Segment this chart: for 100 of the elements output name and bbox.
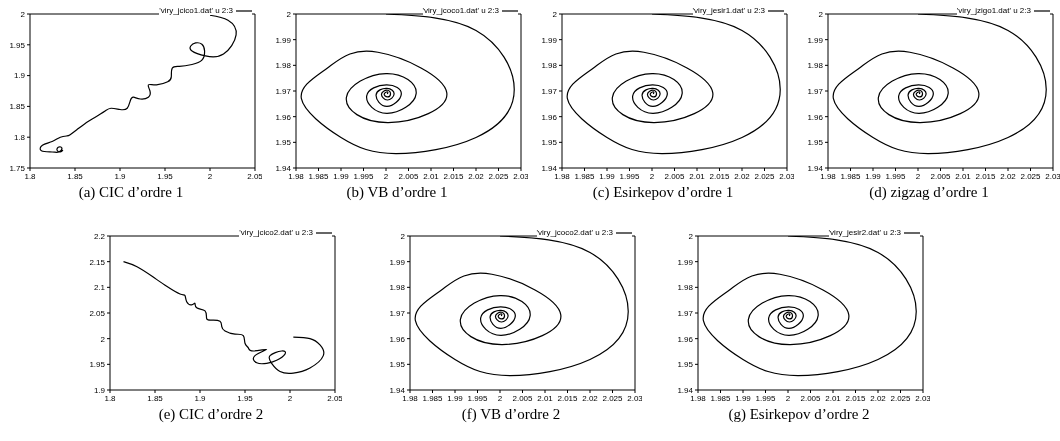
x-tick-label: 2.025 (754, 171, 776, 181)
x-tick-label: 2.025 (488, 171, 510, 181)
y-tick-label: 1.98 (275, 61, 292, 71)
y-tick-label: 1.98 (541, 61, 558, 71)
x-tick-label: 2.01 (825, 393, 842, 403)
y-tick-label: 2 (100, 334, 106, 344)
legend-label: 'viry_jzigo1.dat' u 2:3 (956, 6, 1031, 15)
text: (c) Esirkepov d’ordre 1 (591, 184, 735, 201)
y-tick-label: 1.94 (275, 163, 292, 173)
x-tick-label: 1.995 (353, 171, 375, 181)
x-tick-label: 2.03 (779, 171, 796, 181)
x-tick-label: 2.015 (557, 393, 579, 403)
x-tick-label: 1.9 (114, 171, 127, 181)
x-tick-label: 2.05 (327, 393, 344, 403)
y-tick-label: 2.2 (93, 231, 106, 241)
x-tick-label: 2.02 (1000, 171, 1017, 181)
x-tick-label: 2 (207, 171, 213, 181)
x-tick-label: 1.99 (599, 171, 616, 181)
y-tick-label: 1.96 (677, 334, 694, 344)
x-tick-label: 2.02 (870, 393, 887, 403)
legend-label: 'viry_jcico2.dat' u 2:3 (239, 228, 313, 237)
x-tick-label: 1.995 (467, 393, 489, 403)
legend-label: 'viry_jcoco2.dat' u 2:3 (536, 228, 613, 237)
x-tick-label: 2.005 (398, 171, 420, 181)
y-tick-label: 1.75 (9, 163, 26, 173)
y-tick-label: 1.95 (677, 360, 694, 370)
y-tick-label: 1.97 (807, 86, 824, 96)
x-tick-label: 1.85 (67, 171, 84, 181)
y-tick-label: 2 (688, 231, 694, 241)
text: (d) zigzag d’ordre 1 (868, 184, 990, 201)
x-tick-label: 1.995 (885, 171, 907, 181)
x-tick-label: 2 (915, 171, 921, 181)
x-tick-label: 1.99 (447, 393, 464, 403)
y-tick-label: 1.96 (389, 334, 406, 344)
x-tick-label: 2.02 (734, 171, 751, 181)
x-tick-label: 1.985 (308, 171, 330, 181)
legend-label: 'viry_jesir1.dat' u 2:3 (692, 6, 765, 15)
x-tick-label: 2.01 (689, 171, 706, 181)
y-tick-label: 1.9 (93, 385, 106, 395)
x-tick-label: 1.98 (690, 393, 707, 403)
y-tick-label: 1.85 (9, 102, 26, 112)
x-tick-label: 2.03 (513, 171, 530, 181)
legend-label: 'viry_jesir2.dat' u 2:3 (828, 228, 901, 237)
y-tick-label: 1.96 (541, 112, 558, 122)
x-tick-label: 1.98 (402, 393, 419, 403)
x-tick-label: 1.85 (147, 393, 164, 403)
x-tick-label: 2.025 (1020, 171, 1042, 181)
y-tick-label: 1.99 (275, 35, 292, 45)
x-tick-label: 1.985 (840, 171, 862, 181)
y-tick-label: 2 (400, 231, 406, 241)
x-tick-label: 2.03 (915, 393, 932, 403)
line-series (39, 14, 237, 153)
y-tick-label: 1.94 (677, 385, 694, 395)
text: (g) Esirkepov d’ordre 2 (727, 406, 871, 423)
x-tick-label: 1.98 (820, 171, 837, 181)
text: (b) VB d’ordre 1 (345, 184, 449, 201)
legend-label: 'viry_jcoco1.dat' u 2:3 (422, 6, 499, 15)
x-tick-label: 2.01 (955, 171, 972, 181)
y-tick-label: 2.05 (89, 308, 106, 318)
x-tick-label: 2 (649, 171, 655, 181)
x-tick-label: 2.01 (537, 393, 554, 403)
x-tick-label: 1.985 (422, 393, 444, 403)
y-tick-label: 1.98 (389, 283, 406, 293)
x-tick-label: 2.03 (1045, 171, 1060, 181)
x-tick-label: 2 (785, 393, 791, 403)
y-tick-label: 1.95 (541, 138, 558, 148)
x-tick-label: 1.98 (288, 171, 305, 181)
x-tick-label: 2.005 (664, 171, 686, 181)
y-tick-label: 1.99 (389, 257, 406, 267)
y-tick-label: 1.94 (807, 163, 824, 173)
y-tick-label: 1.94 (541, 163, 558, 173)
x-tick-label: 1.9 (194, 393, 207, 403)
text: (f) VB d’ordre 2 (460, 406, 562, 423)
y-tick-label: 2.15 (89, 257, 106, 267)
x-tick-label: 1.98 (554, 171, 571, 181)
y-tick-label: 1.97 (389, 308, 406, 318)
x-tick-label: 1.995 (619, 171, 641, 181)
x-tick-label: 1.95 (237, 393, 254, 403)
x-tick-label: 2.025 (890, 393, 912, 403)
x-tick-label: 1.99 (865, 171, 882, 181)
x-tick-label: 2.05 (247, 171, 264, 181)
y-tick-label: 2 (818, 9, 824, 19)
y-tick-label: 1.95 (275, 138, 292, 148)
x-tick-label: 2.02 (582, 393, 599, 403)
y-tick-label: 1.8 (13, 133, 26, 143)
x-tick-label: 2.015 (443, 171, 465, 181)
y-tick-label: 1.98 (677, 283, 694, 293)
y-tick-label: 1.95 (9, 40, 26, 50)
text: (a) CIC d’ordre 1 (77, 184, 185, 201)
x-tick-label: 1.8 (104, 393, 117, 403)
x-tick-label: 2.005 (512, 393, 534, 403)
x-tick-label: 1.8 (24, 171, 37, 181)
x-tick-label: 2.03 (627, 393, 644, 403)
y-tick-label: 1.96 (275, 112, 292, 122)
y-tick-label: 2 (552, 9, 558, 19)
x-tick-label: 1.985 (710, 393, 732, 403)
y-tick-label: 1.97 (275, 86, 292, 96)
y-tick-label: 1.95 (389, 360, 406, 370)
x-tick-label: 1.95 (157, 171, 174, 181)
y-tick-label: 2.1 (93, 283, 106, 293)
